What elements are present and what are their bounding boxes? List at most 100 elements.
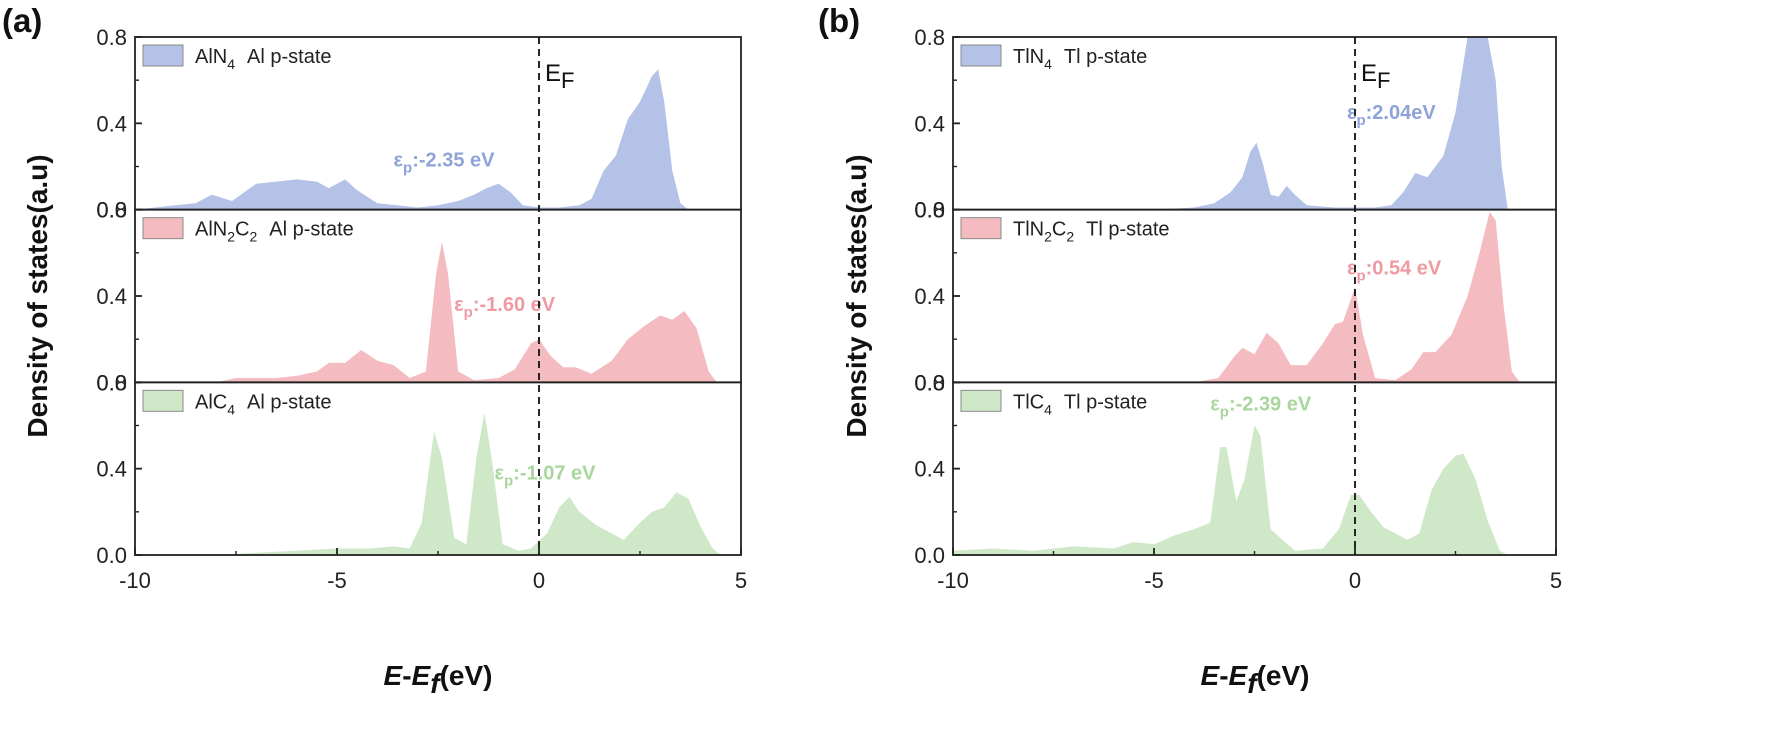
y-tick-label: 0.0 — [96, 198, 127, 223]
legend-label: AlC4 Al p-state — [195, 391, 332, 417]
y-tick-label: 0.8 — [914, 198, 945, 223]
legend-formula-part: C — [235, 219, 249, 241]
dos-area — [135, 242, 717, 383]
x-title-minus: - — [1219, 660, 1228, 691]
y-tick-label: 0.4 — [96, 284, 127, 309]
legend-suffix: Tl p-state — [1086, 219, 1169, 241]
eps-value: :2.04eV — [1366, 102, 1437, 124]
x-title-minus: - — [402, 660, 411, 691]
y-tick-label: 0.8 — [914, 370, 945, 395]
eps-subscript: p — [464, 304, 473, 321]
x-tick-label: 5 — [1550, 568, 1562, 593]
eps-symbol: ε — [454, 294, 464, 316]
x-title-e: E — [412, 660, 432, 691]
legend-suffix: Tl p-state — [1064, 391, 1147, 413]
legend: TlC4 Tl p-state — [960, 389, 1147, 417]
x-title-subscript: f — [1247, 668, 1259, 699]
x-title-subscript: f — [430, 668, 442, 699]
legend-swatch — [960, 217, 1002, 240]
y-tick-label: 0.4 — [914, 111, 945, 136]
dos-area — [953, 211, 1520, 383]
legend-subscript: 4 — [227, 401, 235, 417]
legend-subscript: 4 — [1044, 401, 1052, 417]
legend-swatch — [142, 389, 184, 412]
dos-area — [953, 425, 1508, 555]
x-tick-label: 0 — [533, 568, 545, 593]
legend-formula-part: C — [1052, 219, 1066, 241]
legend-subscript: 2 — [1044, 229, 1052, 245]
legend-label: TlN4 Tl p-state — [1013, 46, 1147, 72]
fermi-level-label: EF — [1361, 60, 1390, 93]
fermi-subscript: F — [1377, 68, 1390, 93]
x-tick-label: -5 — [327, 568, 347, 593]
x-title-e: E — [1201, 660, 1221, 691]
legend-formula: AlN — [195, 46, 227, 68]
subplot-1: 0.0 0.4 0.8 AlN4 Al p-state εp:-2.35 eV — [96, 25, 742, 223]
eps-symbol: ε — [1210, 393, 1220, 415]
y-tick-label: 0.0 — [96, 370, 127, 395]
legend-subscript: 2 — [227, 229, 235, 245]
y-tick-label: 0.8 — [96, 198, 127, 223]
eps-annotation: εp:-1.60 eV — [454, 294, 556, 321]
eps-value: :-2.35 eV — [412, 150, 495, 172]
eps-subscript: p — [1356, 112, 1365, 129]
legend: TlN2C2 Tl p-state — [960, 217, 1170, 245]
fermi-e: E — [545, 60, 561, 87]
legend: TlN4 Tl p-state — [960, 44, 1147, 72]
legend: AlN2C2 Al p-state — [142, 217, 354, 245]
fermi-e: E — [1361, 60, 1377, 87]
legend: AlN4 Al p-state — [142, 44, 332, 72]
y-tick-label: 0.8 — [914, 25, 945, 50]
eps-value: :-1.60 eV — [473, 294, 556, 316]
dos-area — [135, 412, 721, 555]
x-title-unit: (eV) — [440, 660, 493, 691]
x-tick-label: -10 — [937, 568, 969, 593]
x-tick-label: -10 — [119, 568, 151, 593]
x-title-e: E — [384, 660, 404, 691]
y-tick-label: 0.8 — [96, 370, 127, 395]
subplot-2: 0.0 0.4 0.8 AlN2C2 Al p-state εp:-1.60 eV — [96, 198, 742, 395]
eps-annotation: εp:-2.35 eV — [394, 150, 496, 177]
subplot-3: 0.0 0.4 0.8 TlC4 Tl p-state εp:-2.39 eV — [914, 370, 1557, 568]
x-tick-label: 5 — [735, 568, 747, 593]
legend: AlC4 Al p-state — [142, 389, 332, 417]
legend-subscript: 2 — [1066, 229, 1074, 245]
subplot-1: 0.0 0.4 0.8 TlN4 Tl p-state εp:2.04eV — [914, 25, 1557, 223]
legend-formula: TlN — [1013, 219, 1044, 241]
legend-subscript: 4 — [1044, 56, 1052, 72]
eps-value: :-2.39 eV — [1229, 393, 1312, 415]
y-axis-title: Density of states(a.u) — [841, 154, 872, 437]
eps-annotation: εp:2.04eV — [1347, 102, 1436, 129]
legend-suffix: Al p-state — [247, 46, 331, 68]
legend-label: TlC4 Tl p-state — [1013, 391, 1147, 417]
eps-symbol: ε — [495, 462, 505, 484]
legend-formula: AlC — [195, 391, 227, 413]
y-tick-label: 0.4 — [914, 284, 945, 309]
eps-annotation: εp:-1.07 eV — [495, 462, 597, 489]
y-tick-label: 0.0 — [914, 198, 945, 223]
legend-formula: TlN — [1013, 46, 1044, 68]
y-axis-title: Density of states(a.u) — [22, 154, 53, 437]
y-tick-label: 0.0 — [96, 543, 127, 568]
legend-swatch — [142, 217, 184, 240]
subplot-3: 0.0 0.4 0.8 AlC4 Al p-state εp:-1.07 eV — [96, 370, 742, 568]
legend-suffix: Al p-state — [247, 391, 331, 413]
y-tick-label: 0.0 — [914, 543, 945, 568]
dos-area — [135, 69, 689, 210]
legend-subscript: 2 — [249, 229, 257, 245]
eps-symbol: ε — [394, 150, 404, 172]
panel-label: (a) — [2, 2, 42, 39]
fermi-level-label: EF — [545, 60, 574, 93]
legend-swatch — [142, 44, 184, 67]
y-tick-label: 0.4 — [96, 457, 127, 482]
eps-value: :0.54 eV — [1366, 257, 1442, 279]
legend-swatch — [960, 44, 1002, 67]
y-tick-label: 0.4 — [914, 457, 945, 482]
legend-label: TlN2C2 Tl p-state — [1013, 219, 1170, 245]
eps-symbol: ε — [1347, 257, 1357, 279]
y-tick-label: 0.0 — [914, 370, 945, 395]
x-tick-label: 0 — [1349, 568, 1361, 593]
